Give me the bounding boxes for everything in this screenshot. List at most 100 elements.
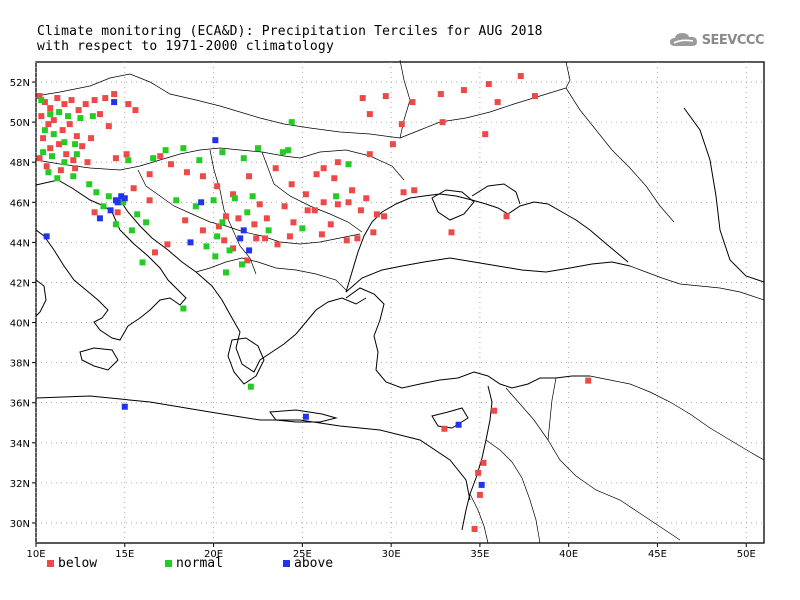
station-above [43,233,50,240]
station-normal [173,197,180,204]
station-below [214,183,221,190]
coast-caspian [683,107,765,283]
station-below [320,165,327,172]
station-below [38,113,45,120]
station-below [47,105,54,112]
tick-label-lon: 50E [737,549,756,560]
station-normal [50,131,57,138]
station-below [230,191,237,198]
station-below [494,99,501,106]
station-below [244,257,251,264]
tick-label-lat: 38N [10,359,30,370]
tick-label-lat: 50N [10,118,30,129]
station-below [40,135,47,142]
title-line-2: with respect to 1971-2000 climatology [37,39,334,54]
station-below [517,73,524,80]
station-above [302,413,309,420]
station-normal [162,147,169,154]
station-below [82,101,89,108]
map-title: Climate monitoring (ECA&D): Precipitatio… [37,24,543,54]
station-below [70,157,77,164]
station-below [349,187,356,194]
station-below [79,143,86,150]
station-below [274,241,281,248]
station-normal [120,199,127,206]
station-above [114,199,121,206]
legend-below-label: below [58,556,98,571]
coast-peloponnese [227,337,265,385]
station-below [96,111,103,118]
station-below [164,241,171,248]
station-below [112,155,119,162]
station-normal [288,119,295,126]
station-above [237,235,244,242]
station-below [43,163,50,170]
station-below [157,153,164,160]
station-normal [244,209,251,216]
coast-sicily [79,347,119,371]
tick-label-lat: 32N [10,479,30,490]
station-normal [231,195,238,202]
station-normal [72,141,79,148]
station-below [54,95,61,102]
station-below [398,121,405,128]
station-above [478,481,485,488]
station-normal [86,181,93,188]
station-below [357,207,364,214]
graticule [35,62,764,543]
station-below [222,213,229,220]
coast-black-sea [345,193,629,293]
station-below [471,525,478,532]
station-below [45,121,52,128]
coastlines [35,107,765,531]
station-normal [238,261,245,268]
tick-label-lat: 40N [10,319,30,330]
station-below [331,175,338,182]
legend-normal-swatch [165,560,172,567]
station-below [373,211,380,218]
coast-crete [269,409,338,423]
station-below [111,91,118,98]
station-below [437,91,444,98]
logo-text: SEEVCCC [701,32,765,48]
station-above [121,403,128,410]
station-normal [219,149,226,156]
station-above [246,247,253,254]
station-above [121,195,128,202]
station-below [281,203,288,210]
station-normal [222,269,229,276]
station-normal [254,145,261,152]
station-normal [48,153,55,160]
station-below [230,245,237,252]
station-below [75,107,82,114]
coast-turkey-north [345,257,631,293]
stations-normal [38,97,352,390]
station-below [370,229,377,236]
legend-above-swatch [283,560,290,567]
station-normal [210,197,217,204]
tick-label-lon: 15E [115,549,134,560]
station-below [151,249,158,256]
station-below [199,227,206,234]
station-below [47,145,54,152]
station-above [198,199,205,206]
cloud-icon [669,33,697,46]
coast-egypt [35,395,471,501]
station-below [286,233,293,240]
station-below [381,213,388,220]
station-below [221,237,228,244]
station-below [91,209,98,216]
station-below [359,95,366,102]
station-normal [345,161,352,168]
station-normal [45,169,52,176]
stations-above [43,99,485,488]
station-below [366,151,373,158]
station-below [36,155,43,162]
station-below [272,165,279,172]
seevccc-logo: SEEVCCC [669,32,765,48]
station-normal [134,211,141,218]
station-below [199,173,206,180]
station-below [66,121,73,128]
station-below [302,191,309,198]
